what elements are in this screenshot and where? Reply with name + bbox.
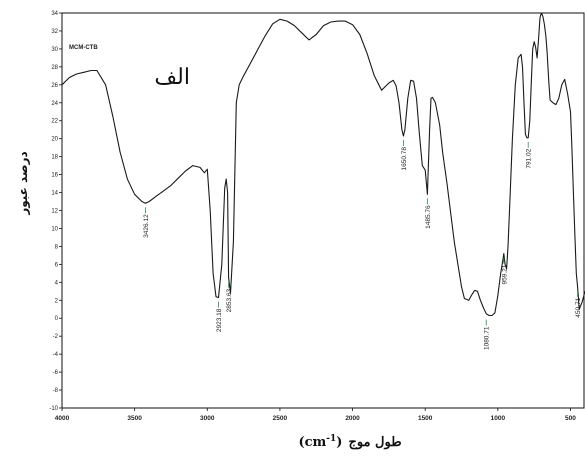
x-axis-title-text: طول موج <box>348 435 401 450</box>
x-tick-label: 2000 <box>345 415 360 422</box>
y-tick-label: -6 <box>53 370 59 376</box>
peak-label: 791.02 <box>526 148 533 168</box>
x-tick-label: 3500 <box>127 415 142 422</box>
y-tick-label: 12 <box>51 209 58 215</box>
x-tick-label: 3000 <box>200 415 215 422</box>
y-tick-label: 26 <box>51 83 58 89</box>
x-tick-label: 2500 <box>273 415 288 422</box>
spectrum-line <box>61 12 585 317</box>
x-axis: 4000 3500 3000 2500 2000 1500 1000 500 <box>55 408 576 422</box>
y-tick-label: 24 <box>51 101 58 107</box>
y-tick-label: 22 <box>51 119 58 125</box>
peak-label: 3426.12 <box>143 214 150 238</box>
y-axis: -10-8-6-4-202468101214161820222426283032… <box>49 11 62 412</box>
y-tick-label: 4 <box>55 280 59 286</box>
peak-label: 1080.71 <box>484 326 491 350</box>
x-tick-label: 4000 <box>55 415 70 422</box>
y-tick-label: 6 <box>55 262 59 268</box>
peak-label: 2923.18 <box>216 308 223 332</box>
x-axis-title-unit-close: ) <box>336 435 342 450</box>
y-tick-label: -8 <box>53 388 59 394</box>
y-axis-title: درصد عبور <box>16 151 31 215</box>
y-tick-label: 8 <box>55 244 59 250</box>
y-tick-label: 34 <box>51 11 58 17</box>
y-tick-label: 20 <box>51 137 58 143</box>
x-tick-label: 500 <box>565 415 576 422</box>
y-tick-label: 2 <box>55 298 59 304</box>
y-tick-label: -4 <box>53 352 59 358</box>
x-axis-title-exponent: -1 <box>326 434 336 444</box>
y-tick-label: 14 <box>51 191 58 197</box>
peak-label: 450.71 <box>575 297 582 317</box>
peak-label: 2853.63 <box>226 288 233 312</box>
y-tick-label: 32 <box>51 29 58 35</box>
x-axis-title: (cm-1) طول موج <box>298 434 401 450</box>
y-tick-label: 16 <box>51 173 58 179</box>
y-tick-label: 28 <box>51 65 58 71</box>
peak-label: 959.21 <box>501 264 508 284</box>
x-tick-label: 1000 <box>491 415 506 422</box>
y-tick-label: 0 <box>55 316 59 322</box>
y-tick-label: 18 <box>51 155 58 161</box>
x-axis-title-unit: (cm <box>298 435 326 450</box>
sample-label: MCM-CTB <box>69 45 98 51</box>
y-tick-label: 10 <box>51 226 58 232</box>
y-tick-label: -2 <box>53 334 59 340</box>
panel-label: الف <box>154 65 190 90</box>
y-tick-label: -10 <box>49 406 58 412</box>
y-tick-label: 30 <box>51 47 58 53</box>
peak-label: 1485.76 <box>425 205 432 229</box>
peak-label: 1650.78 <box>401 147 408 171</box>
x-tick-label: 1500 <box>418 415 433 422</box>
plot-frame <box>61 12 585 409</box>
